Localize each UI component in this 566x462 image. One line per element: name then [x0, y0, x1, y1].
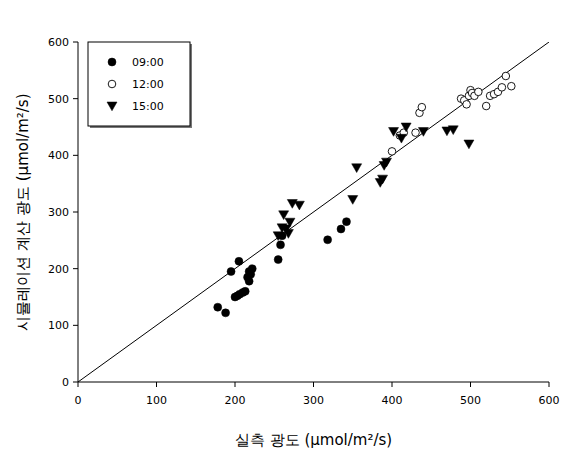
point [235, 257, 243, 265]
point [294, 201, 304, 210]
point [418, 103, 426, 111]
legend-box [88, 42, 190, 126]
x-tick-label: 300 [303, 394, 324, 407]
point [382, 158, 392, 167]
point [274, 256, 282, 264]
legend-label: 12:00 [132, 78, 164, 91]
x-tick-label: 200 [225, 394, 246, 407]
point [448, 126, 458, 135]
point [248, 265, 256, 273]
y-tick-label: 200 [48, 263, 69, 276]
legend-label: 09:00 [132, 56, 164, 69]
x-tick [156, 382, 157, 387]
x-tick [470, 382, 471, 387]
y-tick-label: 600 [48, 36, 69, 49]
point [498, 84, 506, 92]
point [401, 123, 411, 132]
legend-marker [108, 80, 116, 88]
point [222, 309, 230, 317]
point [342, 218, 350, 226]
point [214, 303, 222, 311]
y-axis-label: 시뮬레이션 계산 광도 (μmol/m²/s) [14, 93, 32, 330]
point [464, 140, 474, 149]
point [508, 82, 516, 90]
y-tick-label: 100 [48, 319, 69, 332]
point [418, 128, 428, 137]
y-tick [73, 382, 78, 383]
point [348, 196, 358, 205]
point [283, 230, 293, 239]
point [412, 129, 420, 137]
y-tick [73, 98, 78, 99]
point [388, 148, 396, 156]
point [378, 175, 388, 184]
y-tick-label: 400 [48, 149, 69, 162]
y-tick-label: 0 [62, 376, 69, 389]
point [475, 88, 483, 96]
y-tick [73, 325, 78, 326]
point [502, 72, 510, 80]
point [227, 268, 235, 276]
reference-line [78, 42, 549, 382]
point [273, 232, 283, 241]
y-tick [73, 212, 78, 213]
x-tick [392, 382, 393, 387]
x-tick-label: 0 [75, 394, 82, 407]
x-tick-label: 100 [146, 394, 167, 407]
y-tick-label: 300 [48, 206, 69, 219]
x-tick [235, 382, 236, 387]
y-tick [73, 42, 78, 43]
x-axis-label: 실측 광도 (μmol/m²/s) [235, 431, 392, 449]
x-tick-label: 500 [460, 394, 481, 407]
point [277, 241, 285, 249]
legend: 09:00 12:00 15:00 [88, 42, 192, 128]
point [337, 225, 345, 233]
point [482, 102, 490, 110]
point [396, 134, 406, 143]
point [324, 236, 332, 244]
point [352, 164, 362, 173]
legend-marker [107, 102, 117, 111]
point [463, 101, 471, 109]
x-tick-label: 600 [539, 394, 560, 407]
x-tick-label: 400 [382, 394, 403, 407]
x-tick [313, 382, 314, 387]
point [241, 287, 249, 295]
plot-area [78, 42, 549, 382]
chart: 0 100 200 300 400 500 600 0 100 200 300 400 500 600 실측… [0, 0, 566, 462]
y-tick [73, 155, 78, 156]
y-tick [73, 268, 78, 269]
x-tick [78, 382, 79, 387]
point [285, 218, 295, 227]
x-tick [549, 382, 550, 387]
legend-marker [108, 58, 116, 66]
legend-label: 15:00 [132, 100, 164, 113]
y-tick-label: 500 [48, 93, 69, 106]
